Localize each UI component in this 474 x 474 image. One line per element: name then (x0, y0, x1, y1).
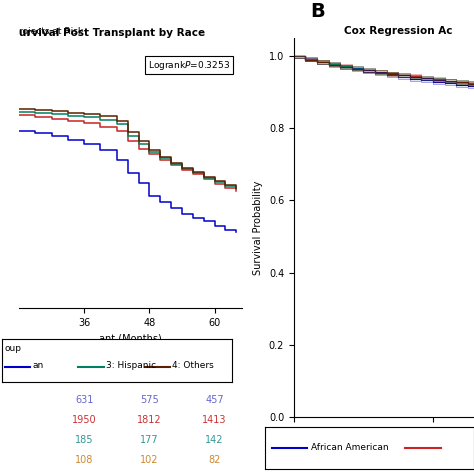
Text: 108: 108 (75, 455, 93, 465)
Title: Cox Regression Ac: Cox Regression Ac (344, 26, 452, 36)
Text: 1950: 1950 (72, 415, 97, 425)
Text: 102: 102 (140, 455, 159, 465)
Text: 575: 575 (140, 395, 159, 405)
Text: rojects at Risk: rojects at Risk (19, 27, 83, 36)
Text: 457: 457 (205, 395, 224, 405)
Text: 631: 631 (75, 395, 93, 405)
Y-axis label: Survival Probability: Survival Probability (253, 180, 263, 275)
Text: African American: African American (311, 444, 389, 452)
Text: Logrank$\it{P}$=0.3253: Logrank$\it{P}$=0.3253 (148, 59, 230, 72)
Text: 1812: 1812 (137, 415, 162, 425)
Text: 185: 185 (75, 435, 93, 445)
Text: B: B (310, 1, 325, 20)
Text: 82: 82 (209, 455, 221, 465)
Text: urvival Post Transplant by Race: urvival Post Transplant by Race (19, 28, 205, 38)
X-axis label: ant (Months): ant (Months) (99, 333, 162, 343)
Text: 1413: 1413 (202, 415, 227, 425)
Text: 4: Others: 4: Others (173, 361, 214, 370)
Text: 3: Hispanic: 3: Hispanic (106, 361, 156, 370)
Text: oup: oup (5, 344, 22, 353)
Text: an: an (32, 361, 44, 370)
Text: 177: 177 (140, 435, 159, 445)
Text: 142: 142 (205, 435, 224, 445)
